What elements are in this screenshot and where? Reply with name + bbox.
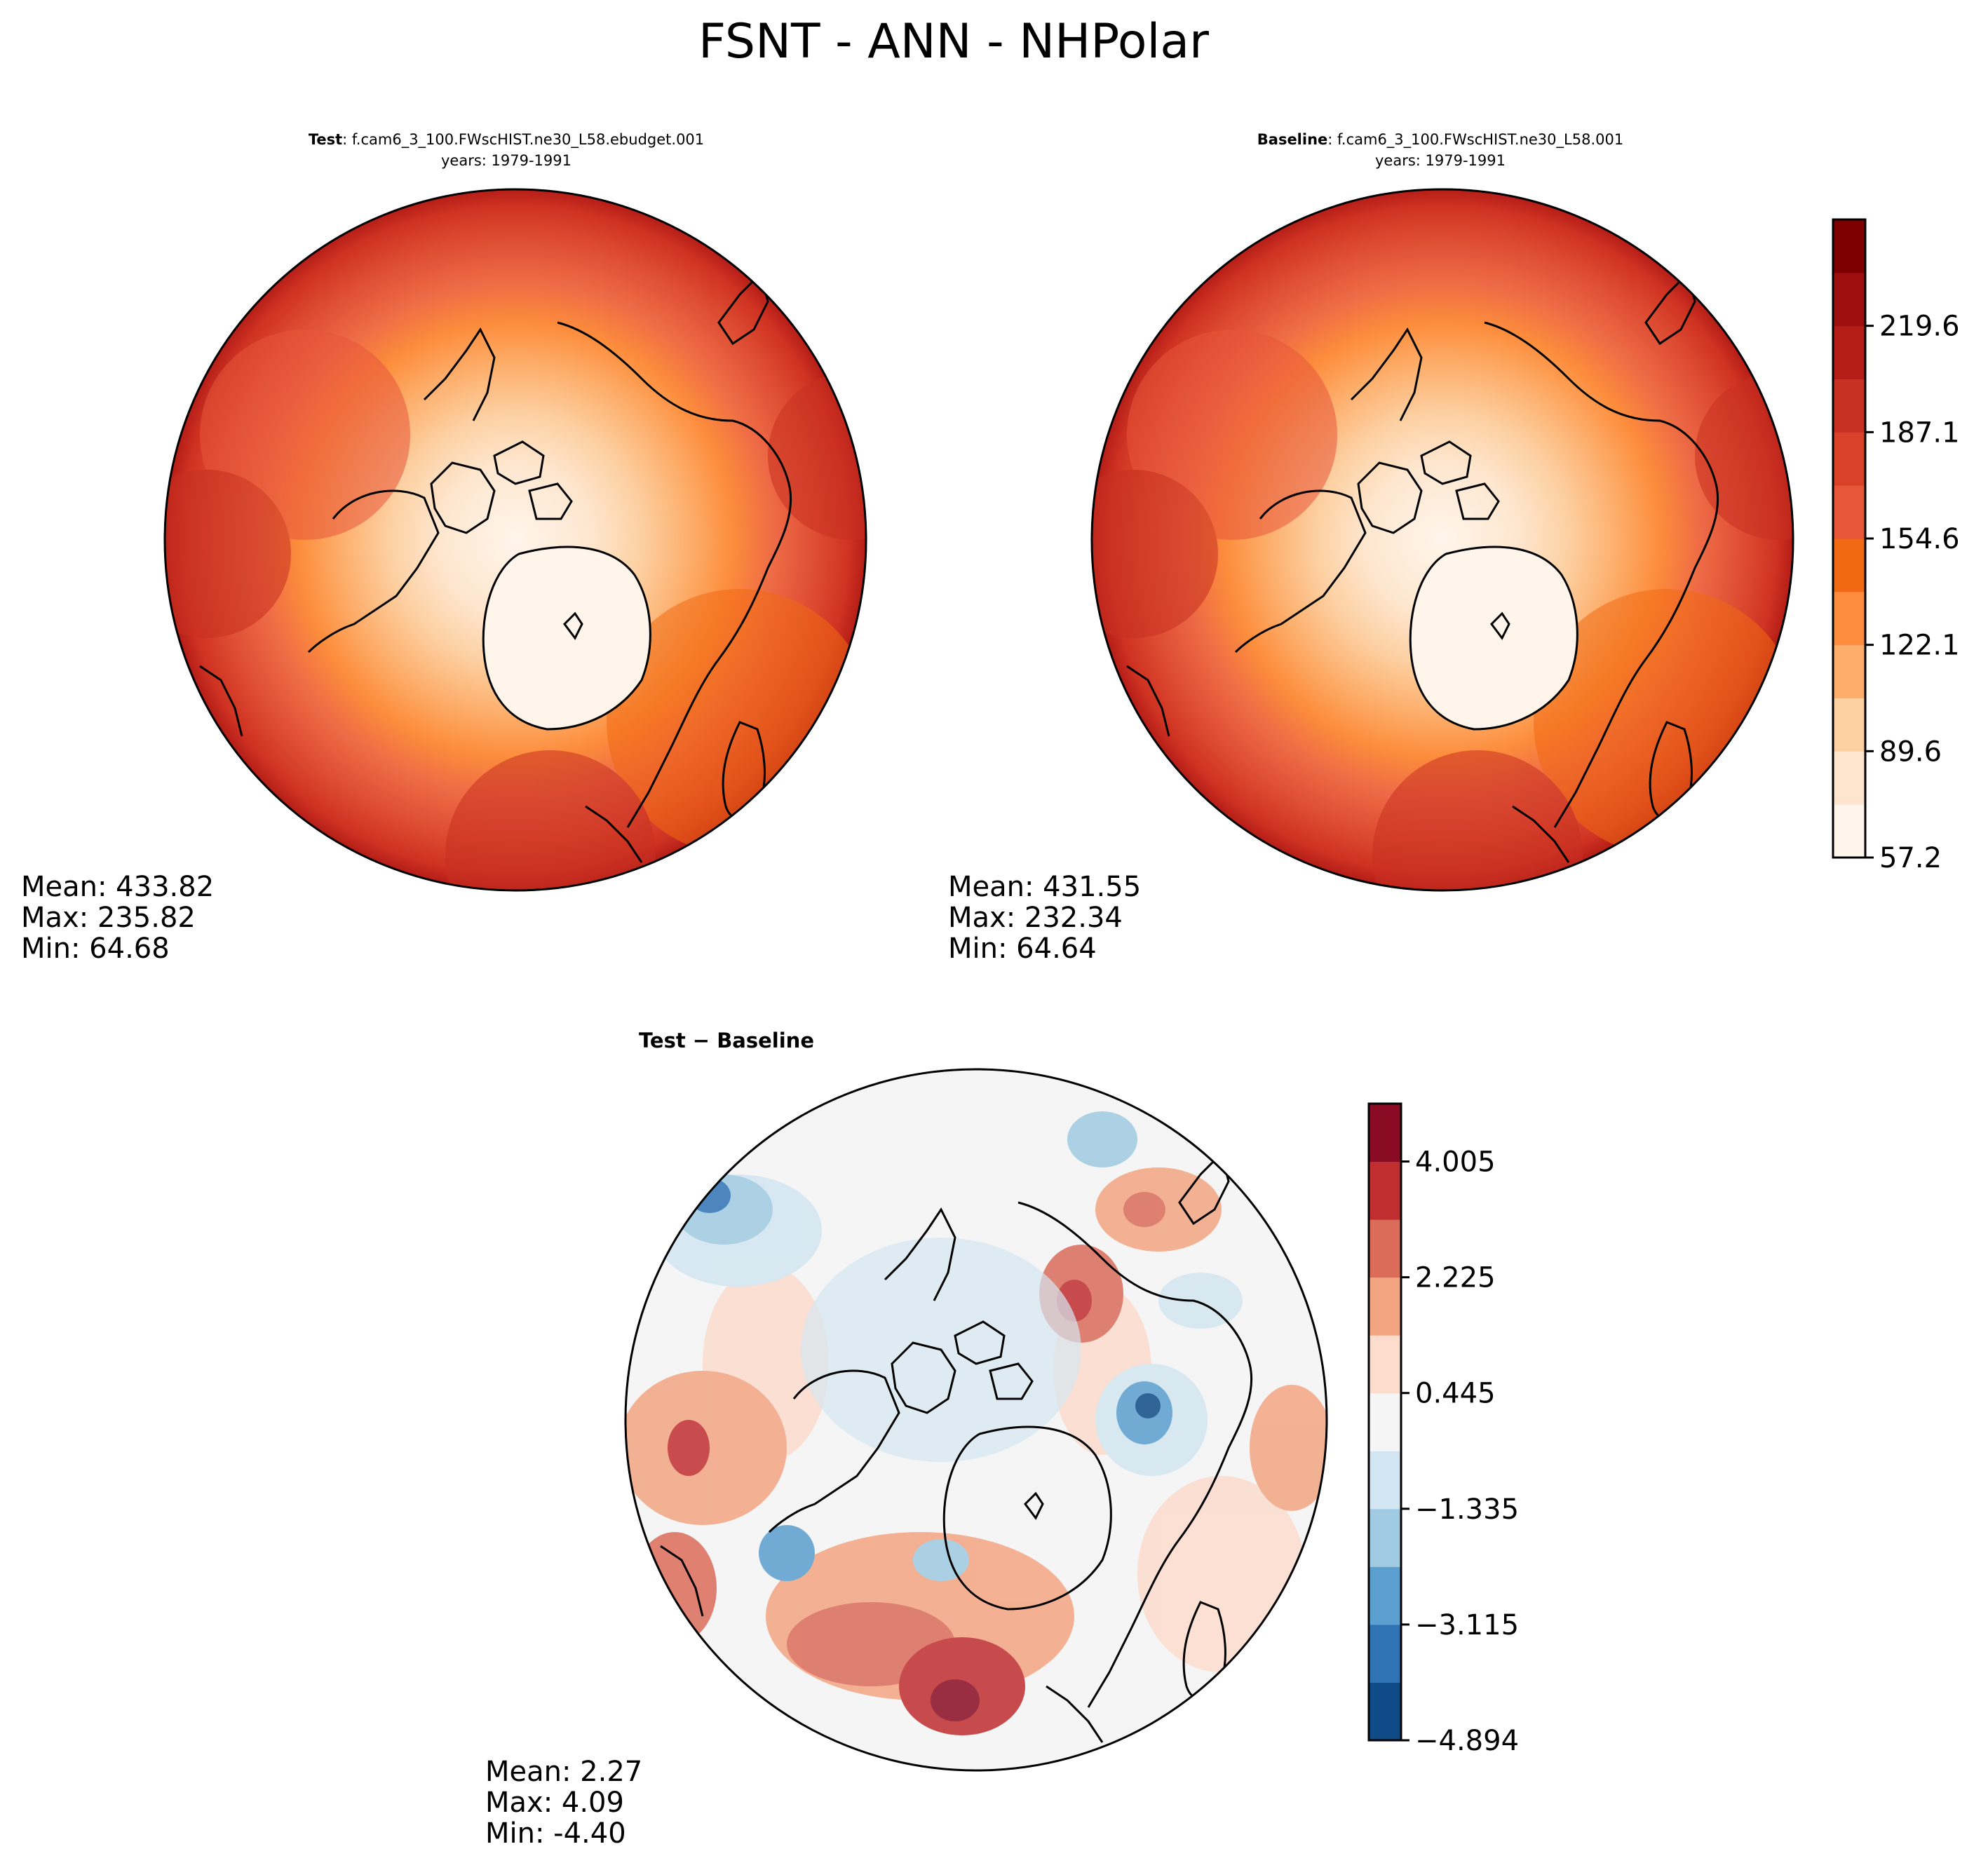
main-colorbar-segment	[1833, 751, 1865, 805]
diff-colorbar-tick-label: 0.445	[1415, 1378, 1496, 1410]
test-map	[163, 188, 867, 892]
main-colorbar-tick-label: 219.6	[1879, 311, 1960, 343]
main-colorbar-segment	[1833, 538, 1865, 592]
main-colorbar-segment	[1833, 591, 1865, 646]
baseline-label: Baseline	[1257, 131, 1328, 148]
diff-colorbar-segment	[1369, 1335, 1401, 1394]
baseline-case: : f.cam6_3_100.FWscHIST.ne30_L58.001	[1327, 131, 1623, 149]
diff-stats: Mean: 2.27 Max: 4.09 Min: -4.40	[485, 1756, 642, 1850]
main-colorbar-segment	[1833, 485, 1865, 539]
test-label: Test	[309, 131, 342, 148]
diff-max: Max: 4.09	[485, 1787, 624, 1819]
diff-mean: Mean: 2.27	[485, 1756, 642, 1788]
diff-colorbar-segment	[1369, 1451, 1401, 1510]
test-min: Min: 64.68	[21, 933, 170, 965]
test-stats: Mean: 433.82 Max: 235.82 Min: 64.68	[21, 871, 214, 965]
main-colorbar-tick-label: 89.6	[1879, 736, 1942, 768]
diff-colorbar-segment	[1369, 1219, 1401, 1278]
baseline-panel: Baseline: f.cam6_3_100.FWscHIST.ne30_L58…	[948, 131, 1794, 965]
baseline-panel-title: Baseline: f.cam6_3_100.FWscHIST.ne30_L58…	[1257, 131, 1623, 149]
main-colorbar-segment	[1833, 644, 1865, 698]
diff-colorbar-tick-label: 4.005	[1415, 1146, 1496, 1179]
main-colorbar-segment	[1833, 325, 1865, 379]
main-colorbar-tick-label: 154.6	[1879, 523, 1960, 555]
diff-min: Min: -4.40	[485, 1817, 626, 1850]
main-colorbar-segment	[1833, 698, 1865, 752]
baseline-mean: Mean: 431.55	[948, 871, 1141, 903]
diff-colorbar-frame	[1367, 1102, 1402, 1742]
diff-panel: Test − Baseline	[485, 1029, 1328, 1850]
test-mean: Mean: 433.82	[21, 871, 214, 903]
test-max: Max: 235.82	[21, 902, 196, 934]
baseline-years: years: 1979-1991	[1375, 152, 1506, 169]
main-colorbar-segment	[1833, 272, 1865, 327]
diff-colorbar-segment	[1369, 1393, 1401, 1451]
diff-map	[624, 1068, 1328, 1772]
diff-colorbar-segment	[1369, 1508, 1401, 1567]
diff-colorbar-segment	[1369, 1682, 1401, 1741]
diff-colorbar: −4.894 −3.115 −1.335 0.445 2.225 4.005	[1367, 1102, 1519, 1757]
test-panel: Test: f.cam6_3_100.FWscHIST.ne30_L58.ebu…	[21, 131, 867, 965]
main-colorbar-segment	[1833, 219, 1865, 273]
main-colorbar-segment	[1833, 432, 1865, 486]
figure-title: FSNT - ANN - NHPolar	[698, 14, 1209, 69]
baseline-max: Max: 232.34	[948, 902, 1123, 934]
test-panel-title: Test: f.cam6_3_100.FWscHIST.ne30_L58.ebu…	[309, 131, 704, 149]
main-colorbar-segment	[1833, 804, 1865, 858]
diff-colorbar-segment	[1369, 1624, 1401, 1683]
diff-colorbar-tick-label: −4.894	[1415, 1725, 1519, 1757]
main-colorbar-tick-label: 187.1	[1879, 416, 1960, 449]
diff-colorbar-segment	[1369, 1566, 1401, 1625]
main-colorbar: 57.2 89.6 122.1 154.6 187.1 219.6	[1832, 218, 1960, 874]
diff-colorbar-tick-label: −3.115	[1415, 1609, 1519, 1641]
diff-colorbar-segment	[1369, 1104, 1401, 1163]
main-colorbar-tick-label: 122.1	[1879, 630, 1960, 662]
baseline-min: Min: 64.64	[948, 933, 1097, 965]
main-colorbar-segment	[1833, 379, 1865, 433]
test-case: : f.cam6_3_100.FWscHIST.ne30_L58.ebudget…	[342, 131, 704, 149]
baseline-stats: Mean: 431.55 Max: 232.34 Min: 64.64	[948, 871, 1141, 965]
diff-colorbar-segment	[1369, 1161, 1401, 1220]
test-years: years: 1979-1991	[441, 152, 572, 169]
baseline-map	[1090, 188, 1794, 892]
diff-colorbar-tick-label: 2.225	[1415, 1262, 1496, 1294]
diff-panel-title: Test − Baseline	[639, 1029, 814, 1052]
main-colorbar-tick-label: 57.2	[1879, 842, 1942, 874]
diff-colorbar-tick-label: −1.335	[1415, 1493, 1519, 1526]
diff-colorbar-segment	[1369, 1277, 1401, 1336]
